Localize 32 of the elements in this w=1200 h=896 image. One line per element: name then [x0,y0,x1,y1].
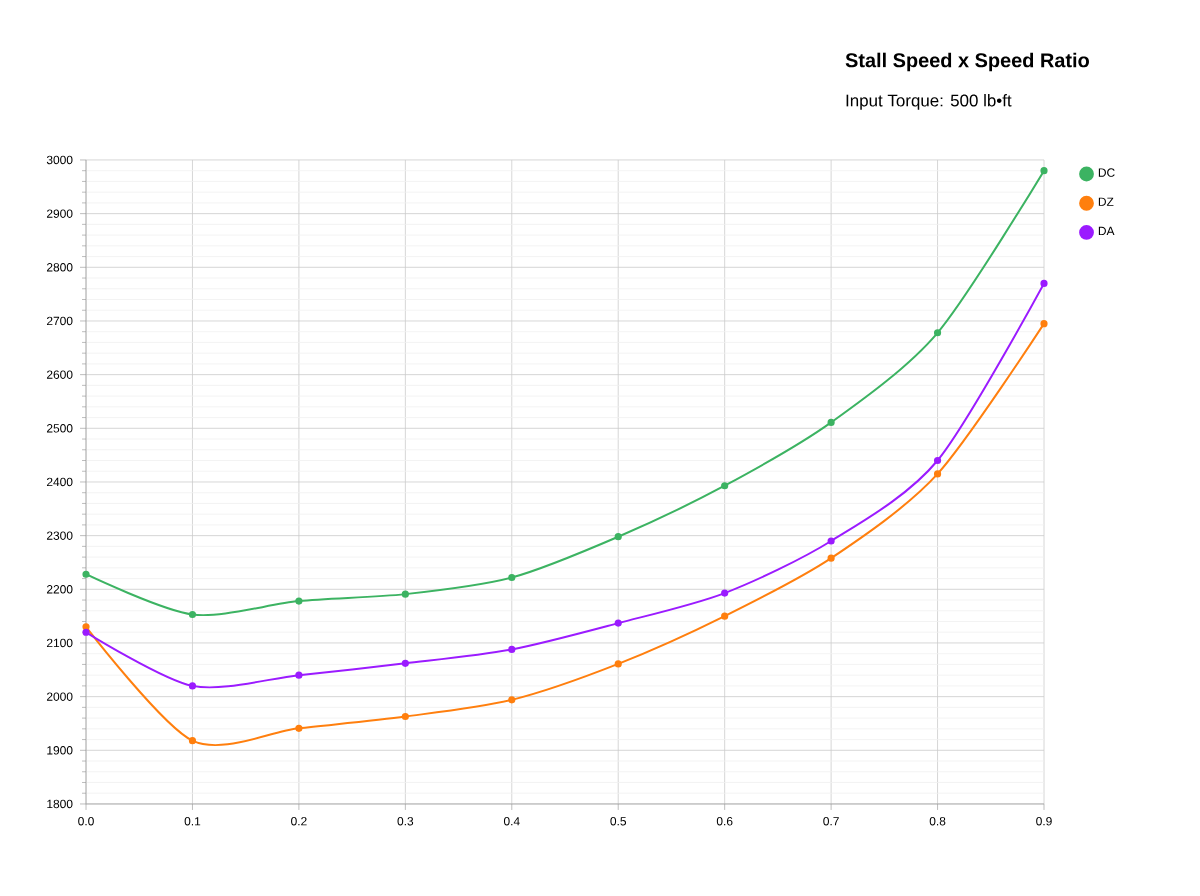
point [721,482,729,490]
point [295,597,303,605]
point [933,329,942,337]
point [1040,167,1048,175]
point [508,573,516,582]
point [1040,279,1048,287]
point [827,554,835,562]
point [295,671,303,679]
point [188,737,197,745]
point [614,533,622,541]
point [401,659,409,667]
point [401,712,409,721]
point [82,628,90,636]
point [508,645,516,654]
chart-title: Stall Speed x Speed Ratio [845,52,1089,72]
point [1040,320,1048,328]
point [933,470,942,478]
point [401,590,409,598]
point [82,623,90,631]
point [827,418,835,426]
point [721,589,729,597]
point [827,537,835,545]
point [933,456,942,465]
point [188,682,197,690]
point [614,619,622,627]
point [508,696,516,704]
point [188,610,197,619]
point [614,660,622,668]
point [82,570,90,578]
point [721,612,729,620]
chart-subtitle: Input Torque: 500 lb•ft [846,94,1012,110]
point [295,724,303,732]
